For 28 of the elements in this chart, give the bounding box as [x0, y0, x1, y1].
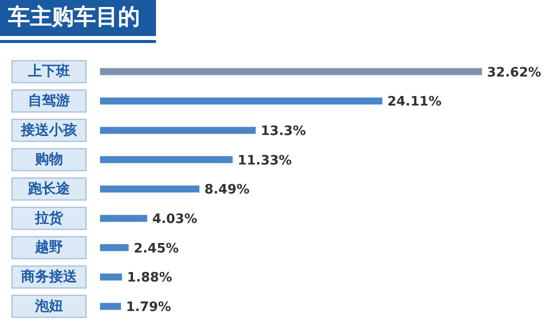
y-tick-label: 商务接送 [20, 268, 78, 285]
bar [100, 97, 382, 104]
bar [100, 68, 482, 76]
bar [100, 244, 129, 252]
bar [100, 302, 121, 310]
y-tick-label: 上下班 [27, 64, 70, 80]
data-label: 11.33% [238, 153, 292, 168]
data-label: 1.88% [127, 270, 172, 286]
bar [100, 185, 200, 192]
y-tick-label: 自驾游 [28, 93, 70, 109]
y-tick-label: 拉货 [34, 210, 64, 226]
y-tick-label: 接送小孩 [20, 121, 78, 138]
chart-title: 车主购车目的 [0, 0, 156, 36]
y-tick-label: 越野 [34, 240, 63, 256]
data-label: 24.11% [387, 94, 442, 110]
data-label: 8.49% [204, 182, 250, 198]
data-label: 4.03% [152, 212, 198, 227]
data-label: 2.45% [134, 241, 179, 256]
y-tick-label: 购物 [34, 152, 63, 168]
data-label: 13.3% [260, 124, 306, 139]
bar [100, 156, 233, 164]
data-label: 1.79% [126, 300, 172, 315]
data-label: 32.62% [487, 65, 542, 80]
bar [100, 214, 148, 222]
bar [100, 126, 256, 134]
bar [100, 273, 122, 280]
y-tick-label: 泡妞 [34, 298, 63, 314]
y-tick-label: 跑长途 [27, 181, 71, 197]
